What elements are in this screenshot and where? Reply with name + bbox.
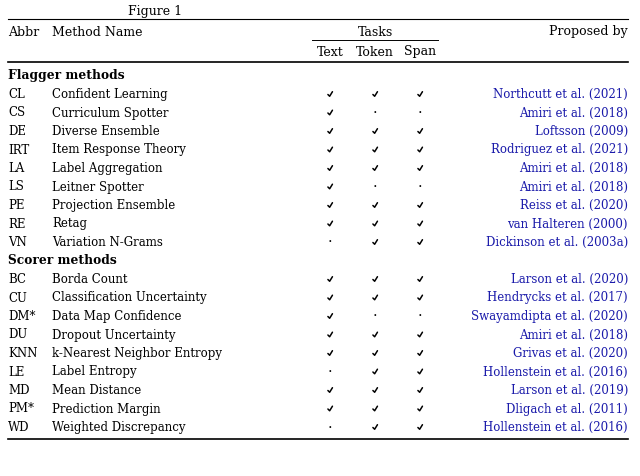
Text: Label Entropy: Label Entropy (52, 366, 136, 378)
Text: LE: LE (8, 366, 24, 378)
Text: Scorer methods: Scorer methods (8, 255, 116, 268)
Text: Item Response Theory: Item Response Theory (52, 143, 186, 157)
Text: Method Name: Method Name (52, 26, 143, 39)
Text: Span: Span (404, 46, 436, 59)
Text: Amiri et al. (2018): Amiri et al. (2018) (519, 180, 628, 194)
Text: PE: PE (8, 199, 24, 212)
Text: Label Aggregation: Label Aggregation (52, 162, 163, 175)
Text: Token: Token (356, 46, 394, 59)
Text: Dligach et al. (2011): Dligach et al. (2011) (506, 403, 628, 416)
Text: CU: CU (8, 291, 27, 305)
Text: ·: · (418, 180, 422, 194)
Text: Reiss et al. (2020): Reiss et al. (2020) (520, 199, 628, 212)
Text: VN: VN (8, 236, 27, 249)
Text: CS: CS (8, 107, 25, 119)
Text: van Halteren (2000): van Halteren (2000) (508, 218, 628, 230)
Text: Abbr: Abbr (8, 26, 39, 39)
Text: DE: DE (8, 125, 26, 138)
Text: Hollenstein et al. (2016): Hollenstein et al. (2016) (483, 421, 628, 434)
Text: Prediction Margin: Prediction Margin (52, 403, 161, 416)
Text: LA: LA (8, 162, 24, 175)
Text: MD: MD (8, 384, 29, 397)
Text: Amiri et al. (2018): Amiri et al. (2018) (519, 328, 628, 341)
Text: ·: · (328, 236, 332, 249)
Text: Leitner Spotter: Leitner Spotter (52, 180, 144, 194)
Text: Figure 1: Figure 1 (128, 4, 182, 18)
Text: ·: · (328, 365, 332, 379)
Text: Retag: Retag (52, 218, 87, 230)
Text: RE: RE (8, 218, 26, 230)
Text: Confident Learning: Confident Learning (52, 88, 168, 101)
Text: Text: Text (317, 46, 344, 59)
Text: Larson et al. (2020): Larson et al. (2020) (511, 273, 628, 286)
Text: Projection Ensemble: Projection Ensemble (52, 199, 175, 212)
Text: Swayamdipta et al. (2020): Swayamdipta et al. (2020) (471, 310, 628, 323)
Text: Curriculum Spotter: Curriculum Spotter (52, 107, 168, 119)
Text: Weighted Discrepancy: Weighted Discrepancy (52, 421, 186, 434)
Text: Classification Uncertainty: Classification Uncertainty (52, 291, 207, 305)
Text: Dropout Uncertainty: Dropout Uncertainty (52, 328, 175, 341)
Text: k-Nearest Neighbor Entropy: k-Nearest Neighbor Entropy (52, 347, 222, 360)
Text: ·: · (372, 180, 378, 194)
Text: Northcutt et al. (2021): Northcutt et al. (2021) (493, 88, 628, 101)
Text: LS: LS (8, 180, 24, 194)
Text: Larson et al. (2019): Larson et al. (2019) (511, 384, 628, 397)
Text: KNN: KNN (8, 347, 37, 360)
Text: Rodriguez et al. (2021): Rodriguez et al. (2021) (491, 143, 628, 157)
Text: Flagger methods: Flagger methods (8, 69, 125, 82)
Text: Mean Distance: Mean Distance (52, 384, 141, 397)
Text: Data Map Confidence: Data Map Confidence (52, 310, 182, 323)
Text: Borda Count: Borda Count (52, 273, 127, 286)
Text: WD: WD (8, 421, 29, 434)
Text: Proposed by: Proposed by (549, 26, 628, 39)
Text: Loftsson (2009): Loftsson (2009) (535, 125, 628, 138)
Text: Amiri et al. (2018): Amiri et al. (2018) (519, 162, 628, 175)
Text: ·: · (418, 309, 422, 324)
Text: Dickinson et al. (2003a): Dickinson et al. (2003a) (486, 236, 628, 249)
Text: Amiri et al. (2018): Amiri et al. (2018) (519, 107, 628, 119)
Text: IRT: IRT (8, 143, 29, 157)
Text: ·: · (372, 106, 378, 120)
Text: ·: · (418, 106, 422, 120)
Text: Tasks: Tasks (357, 26, 392, 39)
Text: PM*: PM* (8, 403, 34, 416)
Text: Diverse Ensemble: Diverse Ensemble (52, 125, 160, 138)
Text: Grivas et al. (2020): Grivas et al. (2020) (513, 347, 628, 360)
Text: BC: BC (8, 273, 26, 286)
Text: ·: · (372, 309, 378, 324)
Text: Hendrycks et al. (2017): Hendrycks et al. (2017) (488, 291, 628, 305)
Text: Hollenstein et al. (2016): Hollenstein et al. (2016) (483, 366, 628, 378)
Text: CL: CL (8, 88, 25, 101)
Text: DM*: DM* (8, 310, 35, 323)
Text: Variation N-Grams: Variation N-Grams (52, 236, 163, 249)
Text: ·: · (328, 420, 332, 435)
Text: DU: DU (8, 328, 28, 341)
